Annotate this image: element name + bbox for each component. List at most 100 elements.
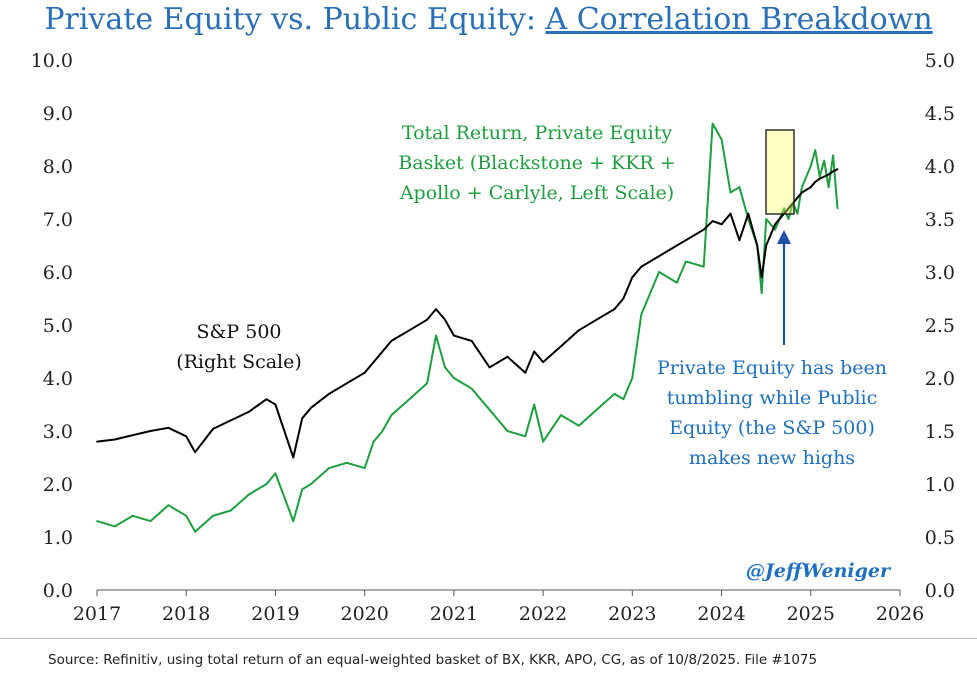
sp-point-10: [265, 398, 268, 401]
pe-point-15: [328, 467, 330, 469]
pe-point-53: [787, 218, 790, 220]
x-ticks: 2017 2018 2019 2020 2021 2022 2023 2024 2025 2026: [73, 590, 924, 625]
title-prefix: Private Equity vs. Public Equity:: [44, 2, 546, 37]
sp500-line: [96, 168, 838, 459]
pe-point-51: [774, 228, 776, 231]
sp-point-59: [818, 177, 821, 180]
x-tick-label-2024: 2024: [697, 603, 745, 625]
right-y-ticks: 0.0 0.5 1.0 1.5 2.0 2.5 3.0 3.5 4.0 4.5 5.0: [925, 50, 955, 602]
sp-point-26: [470, 340, 473, 342]
footer-separator: [0, 638, 977, 639]
pe-point-2: [131, 514, 134, 517]
right-tick-label-5.0: 5.0: [925, 50, 955, 72]
sp-point-58: [814, 181, 817, 183]
pe-point-25: [453, 377, 455, 379]
sp-point-49: [760, 276, 763, 279]
pe-point-46: [738, 186, 741, 189]
annotation-line-0: Private Equity has been: [657, 357, 887, 379]
sp-point-15: [328, 393, 330, 395]
x-tick-label-2019: 2019: [251, 603, 299, 625]
x-tick-label-2021: 2021: [430, 603, 478, 625]
source-note: Source: Refinitiv, using total return of…: [48, 652, 818, 668]
sp-point-0: [96, 440, 98, 443]
pe-point-31: [542, 440, 544, 443]
pe-point-44: [720, 138, 723, 141]
left-tick-label-9.0: 9.0: [43, 103, 73, 125]
pe-point-36: [622, 398, 625, 401]
pe-point-21: [408, 398, 411, 401]
sp-point-23: [435, 308, 437, 310]
pe-point-40: [676, 281, 678, 284]
sp-point-5: [185, 435, 188, 438]
x-tick-label-2023: 2023: [608, 603, 656, 625]
sp-point-45: [729, 212, 732, 215]
right-tick-label-2.5: 2.5: [925, 315, 955, 337]
sp-point-7: [212, 428, 214, 430]
highlight-box: [765, 129, 795, 215]
pe-point-22: [426, 382, 428, 385]
sp-point-18: [372, 361, 375, 363]
pe-label-line-0: Total Return, Private Equity: [402, 122, 672, 144]
pe-point-60: [823, 159, 826, 162]
sp-point-11: [274, 403, 277, 406]
x-tick-label-2018: 2018: [162, 603, 210, 625]
pe-point-17: [363, 467, 366, 469]
pe-point-62: [832, 154, 834, 157]
right-tick-label-1.5: 1.5: [925, 421, 955, 443]
pe-point-7: [212, 514, 214, 517]
right-tick-label-0.0: 0.0: [925, 580, 955, 602]
sp-point-36: [622, 297, 625, 300]
sp-point-42: [702, 228, 705, 231]
sp-point-21: [408, 329, 411, 332]
sp-point-14: [310, 406, 312, 409]
sp-point-16: [345, 382, 348, 385]
annotation-line-3: makes new highs: [689, 447, 855, 469]
pe-point-30: [533, 403, 536, 406]
pe-point-42: [702, 265, 705, 268]
sp-point-50: [765, 244, 768, 247]
pe-label-line-2: Apollo + Carlyle, Left Scale): [399, 182, 674, 204]
annotation-arrow-head: [777, 230, 791, 244]
sp-point-24: [444, 318, 446, 321]
pe-point-50: [765, 218, 768, 220]
pe-point-41: [685, 260, 687, 263]
sp-point-56: [801, 191, 803, 194]
pe-point-1: [113, 525, 116, 528]
sp-point-34: [595, 318, 598, 321]
author-handle: @JeffWeniger: [746, 560, 892, 582]
pe-point-49: [760, 292, 763, 295]
pe-point-9: [247, 493, 250, 496]
pe-point-59: [818, 175, 821, 178]
sp-point-27: [488, 366, 491, 369]
sp-point-8: [229, 419, 232, 422]
pe-point-39: [658, 271, 660, 273]
left-tick-label-0.0: 0.0: [43, 580, 73, 602]
sp-point-4: [167, 426, 170, 429]
chart-title: Private Equity vs. Public Equity: A Corr…: [0, 0, 977, 40]
left-tick-label-1.0: 1.0: [43, 527, 73, 549]
sp-point-51: [774, 223, 776, 226]
sp-point-33: [577, 329, 580, 332]
pe-point-4: [167, 504, 170, 507]
sp-point-39: [658, 255, 660, 257]
pe-point-23: [435, 334, 437, 337]
left-tick-label-4.0: 4.0: [43, 368, 73, 390]
sp-point-28: [506, 355, 509, 358]
right-tick-label-3.0: 3.0: [925, 262, 955, 284]
pe-point-28: [506, 430, 509, 432]
pe-point-33: [577, 424, 580, 427]
sp-point-2: [131, 434, 134, 437]
sp-point-43: [711, 220, 714, 223]
sp-point-13: [301, 417, 304, 420]
left-y-ticks: 0.0 1.0 2.0 3.0 4.0 5.0 6.0 7.0 8.0 9.0 10.0: [31, 50, 73, 602]
pe-point-52: [783, 207, 785, 210]
pe-point-3: [149, 520, 152, 522]
sp-point-22: [426, 318, 428, 321]
right-tick-label-3.5: 3.5: [925, 209, 955, 231]
right-tick-label-2.0: 2.0: [925, 368, 955, 390]
sp-point-57: [809, 186, 812, 189]
pe-point-63: [836, 207, 839, 210]
pe-point-32: [560, 414, 562, 416]
sp-point-12: [292, 456, 295, 459]
sp-series-label: S&P 500 (Right Scale): [176, 321, 302, 373]
